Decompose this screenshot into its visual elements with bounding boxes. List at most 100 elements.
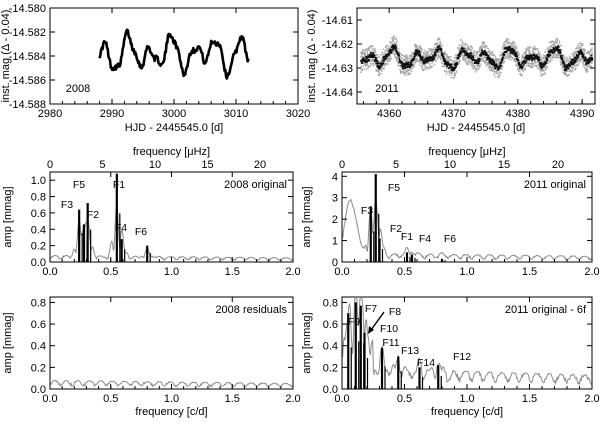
grey-point xyxy=(416,57,418,60)
x-tick-label: 3020 xyxy=(286,108,310,120)
grey-point xyxy=(463,56,465,58)
grey-point xyxy=(404,58,406,60)
black-point xyxy=(470,55,473,57)
black-point xyxy=(424,61,427,64)
y-tick-label: 0.6 xyxy=(31,319,46,331)
black-point xyxy=(394,44,396,47)
grey-point xyxy=(587,65,589,68)
grey-point xyxy=(394,52,397,54)
grey-point xyxy=(517,65,520,67)
grey-point xyxy=(579,61,582,63)
grey-point xyxy=(360,71,362,73)
black-point xyxy=(494,67,497,70)
grey-point xyxy=(573,55,575,58)
grey-point xyxy=(495,59,497,61)
grey-point xyxy=(439,54,442,56)
black-point xyxy=(463,50,466,53)
grey-point xyxy=(551,41,553,44)
grey-point xyxy=(500,51,503,53)
grey-point xyxy=(421,54,423,57)
grey-point xyxy=(411,52,413,54)
black-point xyxy=(505,50,508,53)
peak-label-f12: F12 xyxy=(453,351,471,363)
grey-point xyxy=(393,41,395,43)
black-point xyxy=(471,58,473,61)
grey-point xyxy=(576,60,579,63)
grey-point xyxy=(483,46,486,49)
grey-point xyxy=(380,61,383,63)
black-point xyxy=(561,57,564,60)
grey-point xyxy=(570,57,572,59)
grey-point xyxy=(482,44,484,46)
grey-point xyxy=(395,38,397,40)
grey-point xyxy=(376,69,378,71)
grey-point xyxy=(549,60,552,63)
grey-point xyxy=(441,49,443,52)
grey-point xyxy=(446,66,448,69)
black-point xyxy=(581,51,584,54)
grey-point xyxy=(539,56,541,58)
grey-point xyxy=(534,53,536,56)
grey-point xyxy=(523,69,526,71)
grey-point xyxy=(517,56,519,59)
grey-point xyxy=(425,54,428,57)
black-point xyxy=(494,65,497,68)
grey-point xyxy=(476,69,478,71)
grey-point xyxy=(471,61,473,64)
grey-point xyxy=(495,72,498,74)
grey-point xyxy=(580,47,582,49)
grey-point xyxy=(485,64,487,67)
grey-point xyxy=(404,69,407,71)
grey-point xyxy=(499,63,501,65)
grey-point xyxy=(459,55,462,57)
grey-point xyxy=(565,73,567,75)
grey-point xyxy=(480,60,482,62)
grey-point xyxy=(559,57,561,59)
grey-point xyxy=(543,56,545,58)
black-point xyxy=(457,56,460,59)
grey-point xyxy=(401,58,404,60)
grey-point xyxy=(414,59,417,62)
grey-point xyxy=(390,57,393,60)
grey-point xyxy=(504,44,506,47)
spectrum-line xyxy=(342,196,592,261)
grey-point xyxy=(586,68,589,71)
grey-point xyxy=(517,54,520,56)
grey-point xyxy=(510,46,512,48)
grey-point xyxy=(433,64,436,66)
grey-point xyxy=(497,76,500,78)
grey-point xyxy=(590,65,593,68)
black-point xyxy=(385,56,388,59)
peak-label-f8: F8 xyxy=(389,306,401,318)
grey-point xyxy=(508,58,510,60)
black-point xyxy=(575,58,578,61)
grey-point xyxy=(434,43,436,45)
grey-point xyxy=(504,46,506,48)
grey-point xyxy=(576,50,578,52)
black-point xyxy=(371,56,374,59)
grey-point xyxy=(513,45,515,48)
grey-point xyxy=(580,55,583,57)
black-point xyxy=(517,59,520,62)
black-point xyxy=(518,62,521,64)
grey-point xyxy=(421,65,424,67)
black-point xyxy=(498,67,501,70)
grey-point xyxy=(386,47,389,49)
grey-point xyxy=(471,66,474,69)
grey-point xyxy=(525,63,528,65)
y-tick-label: -14.586 xyxy=(9,75,46,87)
grey-point xyxy=(497,62,500,65)
grey-point xyxy=(481,46,483,48)
black-point xyxy=(492,60,495,63)
grey-point xyxy=(505,45,507,48)
grey-point xyxy=(503,42,505,44)
grey-point xyxy=(566,60,568,62)
grey-point xyxy=(364,54,366,57)
grey-point xyxy=(435,55,438,58)
grey-point xyxy=(528,50,531,52)
grey-point xyxy=(498,57,501,60)
grey-point xyxy=(527,62,530,64)
grey-point xyxy=(405,54,408,56)
grey-point xyxy=(547,49,550,51)
grey-point xyxy=(390,44,393,46)
